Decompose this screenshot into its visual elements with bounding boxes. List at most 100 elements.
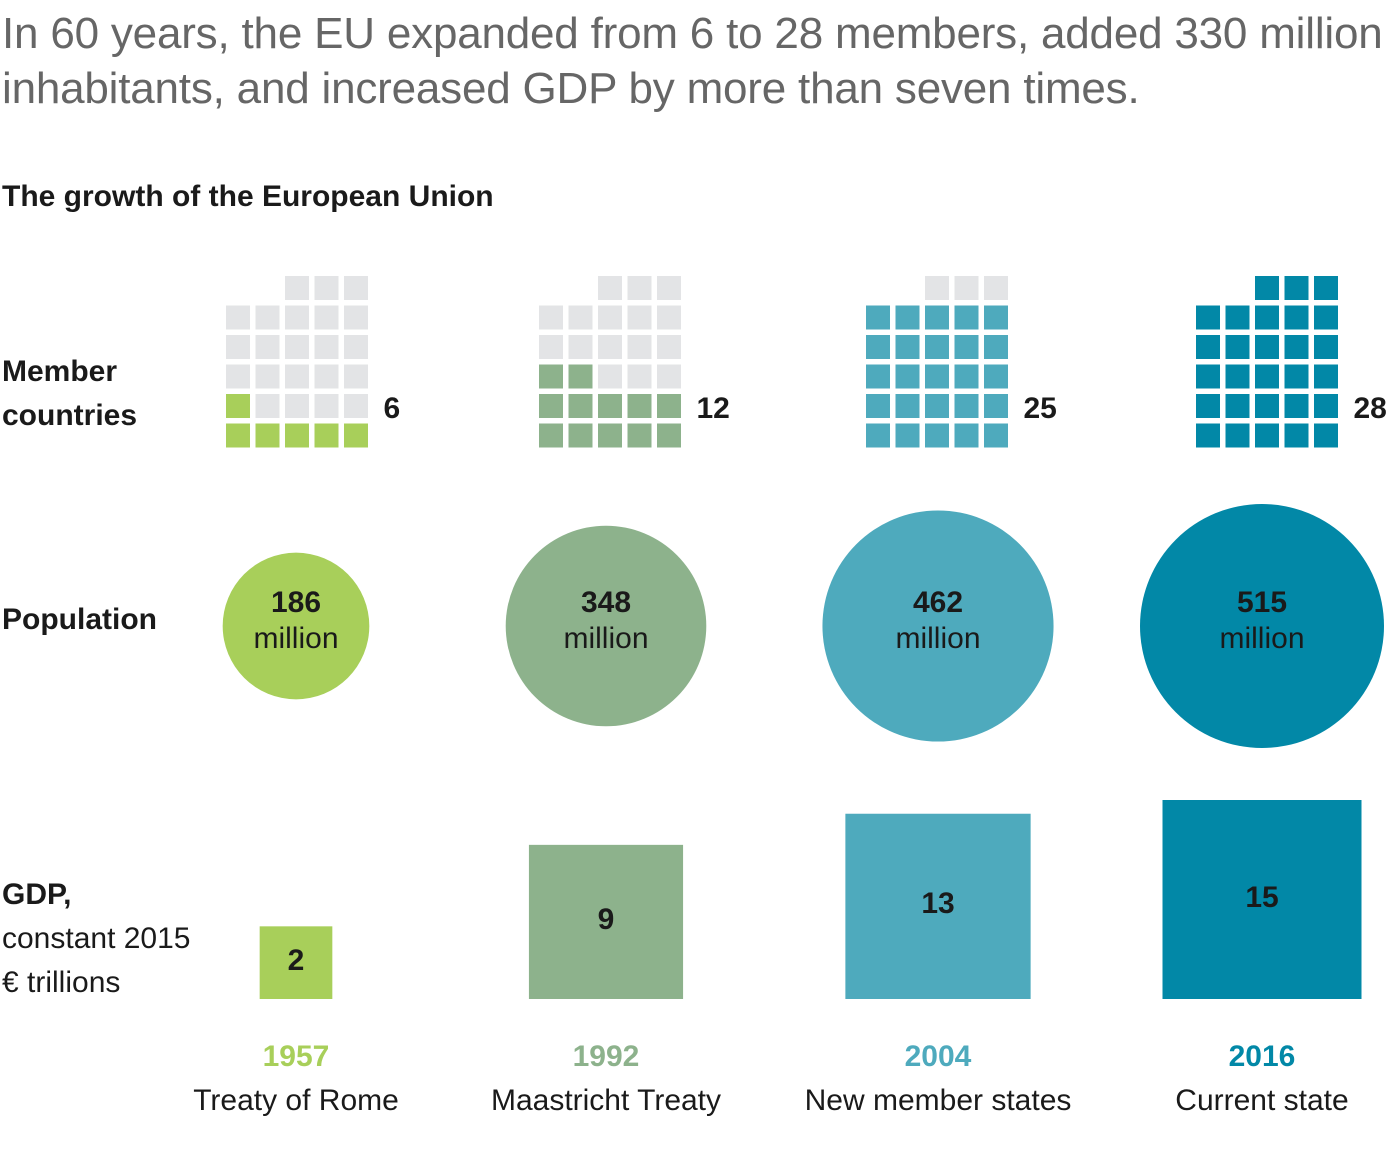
gdp-square: [528, 844, 684, 999]
member-cell-empty: [314, 394, 339, 418]
member-cell-empty: [568, 305, 593, 330]
population-circle: [1140, 504, 1384, 748]
period-year: 2004: [904, 1040, 972, 1073]
gdp-square: [259, 926, 333, 999]
member-cell-empty: [226, 305, 250, 330]
member-cell-empty: [598, 364, 622, 389]
member-cell-empty: [344, 364, 368, 389]
member-cell-filled: [925, 423, 949, 448]
member-cell-filled: [954, 394, 979, 418]
member-cell-empty: [344, 394, 368, 418]
member-cell-filled: [255, 423, 280, 448]
member-cell-filled: [984, 305, 1008, 330]
row-label-population: Population: [2, 598, 157, 642]
gdp-value-label: 9: [597, 902, 615, 936]
member-count-label: 6: [383, 392, 401, 425]
member-cell-filled: [1255, 423, 1279, 448]
member-cell-empty: [925, 276, 949, 300]
member-cell-filled: [895, 394, 920, 418]
member-cell-filled: [627, 394, 652, 418]
member-cell-filled: [1314, 305, 1338, 330]
member-cell-filled: [925, 364, 949, 389]
member-cell-filled: [1284, 305, 1309, 330]
period-year: 2016: [1228, 1040, 1296, 1073]
population-value-label: 515 million: [1112, 585, 1400, 657]
member-cell-filled: [539, 364, 563, 389]
member-cell-empty: [627, 305, 652, 330]
member-count-label: 12: [696, 392, 730, 425]
member-cell-empty: [657, 364, 681, 389]
population-unit: million: [253, 622, 339, 655]
member-cell-empty: [598, 305, 622, 330]
member-cell-filled: [1284, 364, 1309, 389]
member-cell-filled: [1314, 394, 1338, 418]
gdp-value-label: 15: [1245, 880, 1279, 914]
member-count-label: 25: [1023, 392, 1057, 425]
member-cell-filled: [1255, 364, 1279, 389]
headline: In 60 years, the EU expanded from 6 to 2…: [2, 9, 1383, 113]
member-cell-filled: [895, 305, 920, 330]
member-cell-empty: [344, 335, 368, 359]
member-cell-empty: [598, 335, 622, 359]
member-cell-filled: [895, 423, 920, 448]
population-value-label: 348 million: [456, 585, 756, 657]
member-cell-empty: [285, 364, 309, 389]
period-event: Current state: [1175, 1084, 1349, 1117]
member-cell-filled: [1314, 335, 1338, 359]
row-label-members-line1: Member: [2, 355, 118, 388]
member-cell-empty: [598, 276, 622, 300]
gdp-square: [845, 813, 1031, 999]
population-value-label: 186 million: [146, 585, 446, 657]
member-cell-empty: [285, 335, 309, 359]
member-cell-filled: [568, 423, 593, 448]
member-cell-filled: [984, 394, 1008, 418]
gdp-value-label: 13: [921, 887, 955, 921]
member-cell-empty: [627, 364, 652, 389]
population-circle: [505, 525, 707, 727]
period-event: Maastricht Treaty: [490, 1084, 722, 1117]
population-circle: [822, 510, 1054, 742]
row-label-gdp-line3: € trillions: [2, 966, 121, 999]
member-cell-empty: [568, 335, 593, 359]
member-cell-filled: [226, 394, 250, 418]
row-label-gdp-line2: constant 2015: [2, 922, 191, 955]
member-cell-filled: [598, 423, 622, 448]
member-cell-filled: [954, 423, 979, 448]
member-cell-empty: [285, 305, 309, 330]
row-label-member-countries: Member countries: [2, 350, 137, 438]
member-cell-empty: [539, 305, 563, 330]
member-cell-filled: [657, 423, 681, 448]
member-cell-filled: [285, 423, 309, 448]
population-circle: [222, 552, 370, 700]
population-unit: million: [563, 622, 649, 655]
member-cell-filled: [1255, 335, 1279, 359]
member-cell-filled: [1255, 394, 1279, 418]
member-cell-filled: [1284, 394, 1309, 418]
member-cell-filled: [866, 305, 890, 330]
member-cell-empty: [255, 364, 280, 389]
population-unit: million: [1219, 622, 1305, 655]
row-label-population-text: Population: [2, 603, 157, 636]
member-cell-empty: [539, 335, 563, 359]
member-cell-filled: [1284, 335, 1309, 359]
member-cell-filled: [1196, 305, 1220, 330]
gdp-value-label: 2: [287, 943, 305, 977]
member-cell-filled: [1255, 276, 1279, 300]
member-cell-empty: [627, 276, 652, 300]
member-cell-empty: [627, 335, 652, 359]
member-cell-filled: [895, 335, 920, 359]
member-cell-empty: [226, 364, 250, 389]
member-cell-filled: [925, 305, 949, 330]
member-count-label: 28: [1353, 392, 1387, 425]
member-cell-filled: [539, 394, 563, 418]
member-cell-empty: [657, 305, 681, 330]
population-unit: million: [895, 622, 981, 655]
member-cell-empty: [314, 276, 339, 300]
member-cell-filled: [1314, 423, 1338, 448]
member-cell-empty: [984, 276, 1008, 300]
row-label-gdp: GDP, constant 2015 € trillions: [2, 873, 190, 1005]
member-cell-filled: [1196, 335, 1220, 359]
row-label-gdp-title: GDP,: [2, 878, 72, 911]
period-year: 1992: [572, 1040, 640, 1073]
member-cell-filled: [925, 335, 949, 359]
